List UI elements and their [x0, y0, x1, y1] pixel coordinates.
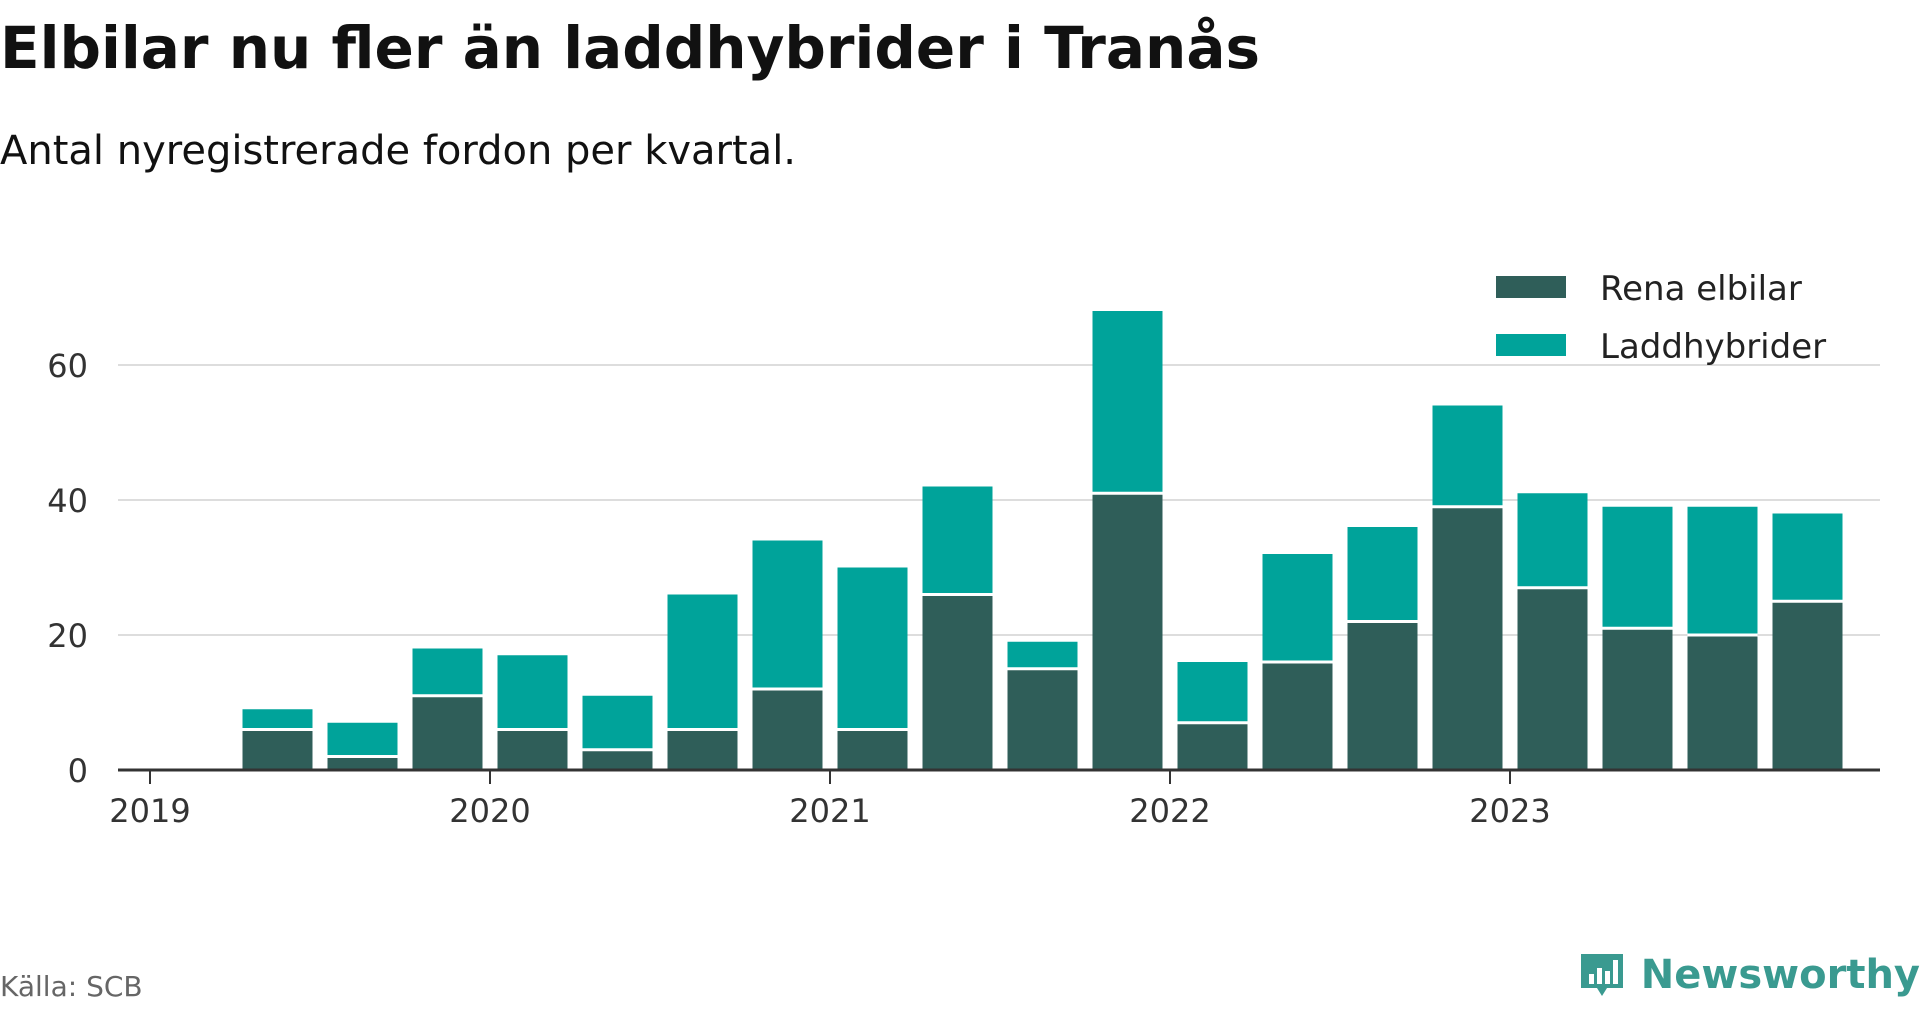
bar-laddhybrider-2022-Q3: [1347, 527, 1418, 622]
bar-elbilar-2020-Q4: [752, 689, 823, 770]
bar-laddhybrider-2020-Q2: [582, 695, 653, 750]
bar-elbilar-2022-Q4: [1432, 506, 1503, 770]
bar-laddhybrider-2022-Q2: [1262, 554, 1333, 662]
legend-label-laddhybrider: Laddhybrider: [1600, 327, 1826, 367]
bar-laddhybrider-2020-Q1: [497, 655, 568, 730]
bar-elbilar-2023-Q1: [1517, 587, 1588, 770]
bar-laddhybrider-2022-Q4: [1432, 405, 1503, 507]
x-tick-label: 2022: [1129, 792, 1210, 830]
bar-elbilar-2020-Q1: [497, 729, 568, 770]
bar-laddhybrider-2021-Q4: [1092, 311, 1163, 494]
x-tick-label: 2021: [789, 792, 870, 830]
bar-laddhybrider-2019-Q2: [242, 709, 313, 730]
bar-elbilar-2022-Q1: [1177, 722, 1248, 770]
bar-laddhybrider-2023-Q4: [1772, 513, 1843, 602]
bar-elbilar-2019-Q3: [327, 756, 398, 770]
bar-elbilar-2021-Q4: [1092, 493, 1163, 770]
bar-elbilar-2019-Q2: [242, 729, 313, 770]
bar-elbilar-2020-Q2: [582, 749, 653, 770]
source-note: Källa: SCB: [0, 970, 143, 1003]
bar-elbilar-2022-Q2: [1262, 662, 1333, 770]
legend-label-elbilar: Rena elbilar: [1600, 269, 1802, 309]
bar-laddhybrider-2023-Q1: [1517, 493, 1588, 588]
bar-elbilar-2023-Q4: [1772, 601, 1843, 770]
brand-name: Newsworthy: [1640, 952, 1920, 998]
x-tick-label: 2020: [449, 792, 530, 830]
bar-laddhybrider-2021-Q1: [837, 567, 908, 730]
y-tick-label: 40: [47, 482, 88, 520]
bar-laddhybrider-2021-Q2: [922, 486, 993, 595]
bar-laddhybrider-2020-Q3: [667, 594, 738, 730]
brand[interactable]: Newsworthy: [1577, 950, 1920, 1000]
y-tick-label: 60: [47, 347, 88, 385]
legend-swatch-laddhybrider: [1496, 334, 1566, 356]
bar-laddhybrider-2019-Q4: [412, 648, 483, 696]
bar-elbilar-2022-Q3: [1347, 621, 1418, 770]
bar-laddhybrider-2022-Q1: [1177, 662, 1248, 723]
bar-elbilar-2019-Q4: [412, 695, 483, 770]
bar-elbilar-2021-Q2: [922, 594, 993, 770]
bar-elbilar-2023-Q2: [1602, 628, 1673, 770]
bar-elbilar-2023-Q3: [1687, 635, 1758, 770]
bar-elbilar-2021-Q3: [1007, 668, 1078, 770]
bar-laddhybrider-2021-Q3: [1007, 641, 1078, 669]
y-tick-label: 0: [68, 752, 88, 790]
bar-elbilar-2021-Q1: [837, 729, 908, 770]
bar-laddhybrider-2020-Q4: [752, 540, 823, 689]
y-tick-label: 20: [47, 617, 88, 655]
x-tick-label: 2019: [109, 792, 190, 830]
newsworthy-logo-icon: [1580, 954, 1623, 996]
chart-subtitle: Antal nyregistrerade fordon per kvartal.: [0, 128, 797, 174]
legend-swatch-elbilar: [1496, 276, 1566, 298]
chart-title: Elbilar nu fler än laddhybrider i Tranås: [0, 14, 1260, 82]
bar-elbilar-2020-Q3: [667, 729, 738, 770]
x-tick-label: 2023: [1469, 792, 1550, 830]
bar-laddhybrider-2023-Q3: [1687, 506, 1758, 635]
bar-laddhybrider-2019-Q3: [327, 722, 398, 757]
bar-laddhybrider-2023-Q2: [1602, 506, 1673, 629]
